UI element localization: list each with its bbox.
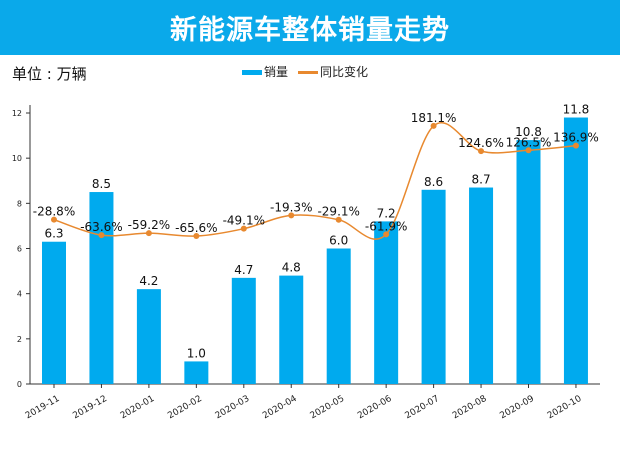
bar-value-label: 7.2 [377,206,396,220]
yoy-value-label: 124.6% [458,136,504,150]
bar [374,221,399,384]
bar-value-label: 8.5 [92,177,111,191]
yoy-value-label: -61.9% [365,219,407,233]
title-banner: 新能源车整体销量走势 [0,0,620,55]
legend-swatch-bar [242,70,262,75]
legend-item-yoy: 同比变化 [298,63,368,80]
y-tick-label: 4 [17,290,22,299]
bar [279,275,304,384]
yoy-value-label: 181.1% [411,111,457,125]
bar [516,140,541,384]
x-tick-label: 2020-09 [498,394,536,422]
bar [231,277,256,384]
y-tick-label: 2 [17,335,22,344]
bar-value-label: 4.2 [139,274,158,288]
yoy-value-label: -65.6% [175,221,217,235]
bar-value-label: 8.6 [424,175,443,189]
yoy-point [193,233,200,240]
legend-swatch-line [298,71,319,74]
x-tick-label: 2019-12 [71,394,109,421]
bar-value-label: 10.8 [515,125,542,139]
yoy-point [51,216,57,223]
x-tick-label: 2020-10 [546,394,584,422]
bar-value-label: 6.3 [44,227,63,241]
x-tick-label: 2020-05 [309,394,347,421]
bar-value-label: 4.8 [282,261,301,275]
bar-value-label: 1.0 [187,346,206,360]
x-tick-label: 2019-11 [24,394,62,421]
bar-value-label: 8.7 [472,173,491,187]
yoy-point [478,148,485,155]
x-tick-label: 2020-06 [356,394,394,422]
yoy-value-label: -19.3% [270,200,312,214]
x-tick-label: 2020-01 [119,394,157,421]
x-tick-label: 2020-02 [166,394,204,421]
bar [184,361,209,384]
y-tick-label: 6 [17,245,22,254]
yoy-value-label: -59.2% [128,218,170,232]
x-tick-label: 2020-08 [451,394,489,422]
bar [42,241,66,384]
bar-value-label: 6.0 [329,234,348,248]
yoy-value-label: -49.1% [223,214,265,228]
y-tick-label: 12 [12,109,22,118]
yoy-point [383,231,390,238]
yoy-point [98,232,105,239]
bar [563,117,588,385]
bar [89,192,114,384]
bar [469,187,494,384]
yoy-point [240,225,247,232]
x-tick-label: 2020-03 [214,394,252,421]
yoy-value-label: 126.5% [506,135,552,149]
legend-item-sales: 销量 [242,63,288,80]
legend: 销量 同比变化 [242,63,368,80]
yoy-point [288,212,295,219]
unit-label: 单位 : 万辆 [12,65,87,83]
chart-title: 新能源车整体销量走势 [170,15,450,46]
legend-label: 销量 [264,65,289,79]
yoy-value-label: -29.1% [317,205,359,219]
x-tick-label: 2020-07 [404,394,442,421]
y-tick-label: 10 [12,154,22,163]
yoy-point [430,122,437,129]
bar [136,289,161,384]
y-tick-label: 0 [17,380,22,389]
yoy-point [525,147,532,154]
yoy-value-label: -63.6% [80,220,122,234]
bar-value-label: 4.7 [234,263,253,277]
yoy-point [335,216,342,223]
y-tick-label: 8 [17,199,22,208]
yoy-point [145,230,152,237]
bar [421,189,446,384]
legend-label: 同比变化 [320,65,369,79]
yoy-point [572,142,579,149]
bar [326,248,351,384]
bar-value-label: 11.8 [563,103,590,117]
x-tick-label: 2020-04 [261,394,299,422]
yoy-value-label: -28.8% [33,205,75,219]
yoy-value-label: 136.9% [553,131,599,145]
